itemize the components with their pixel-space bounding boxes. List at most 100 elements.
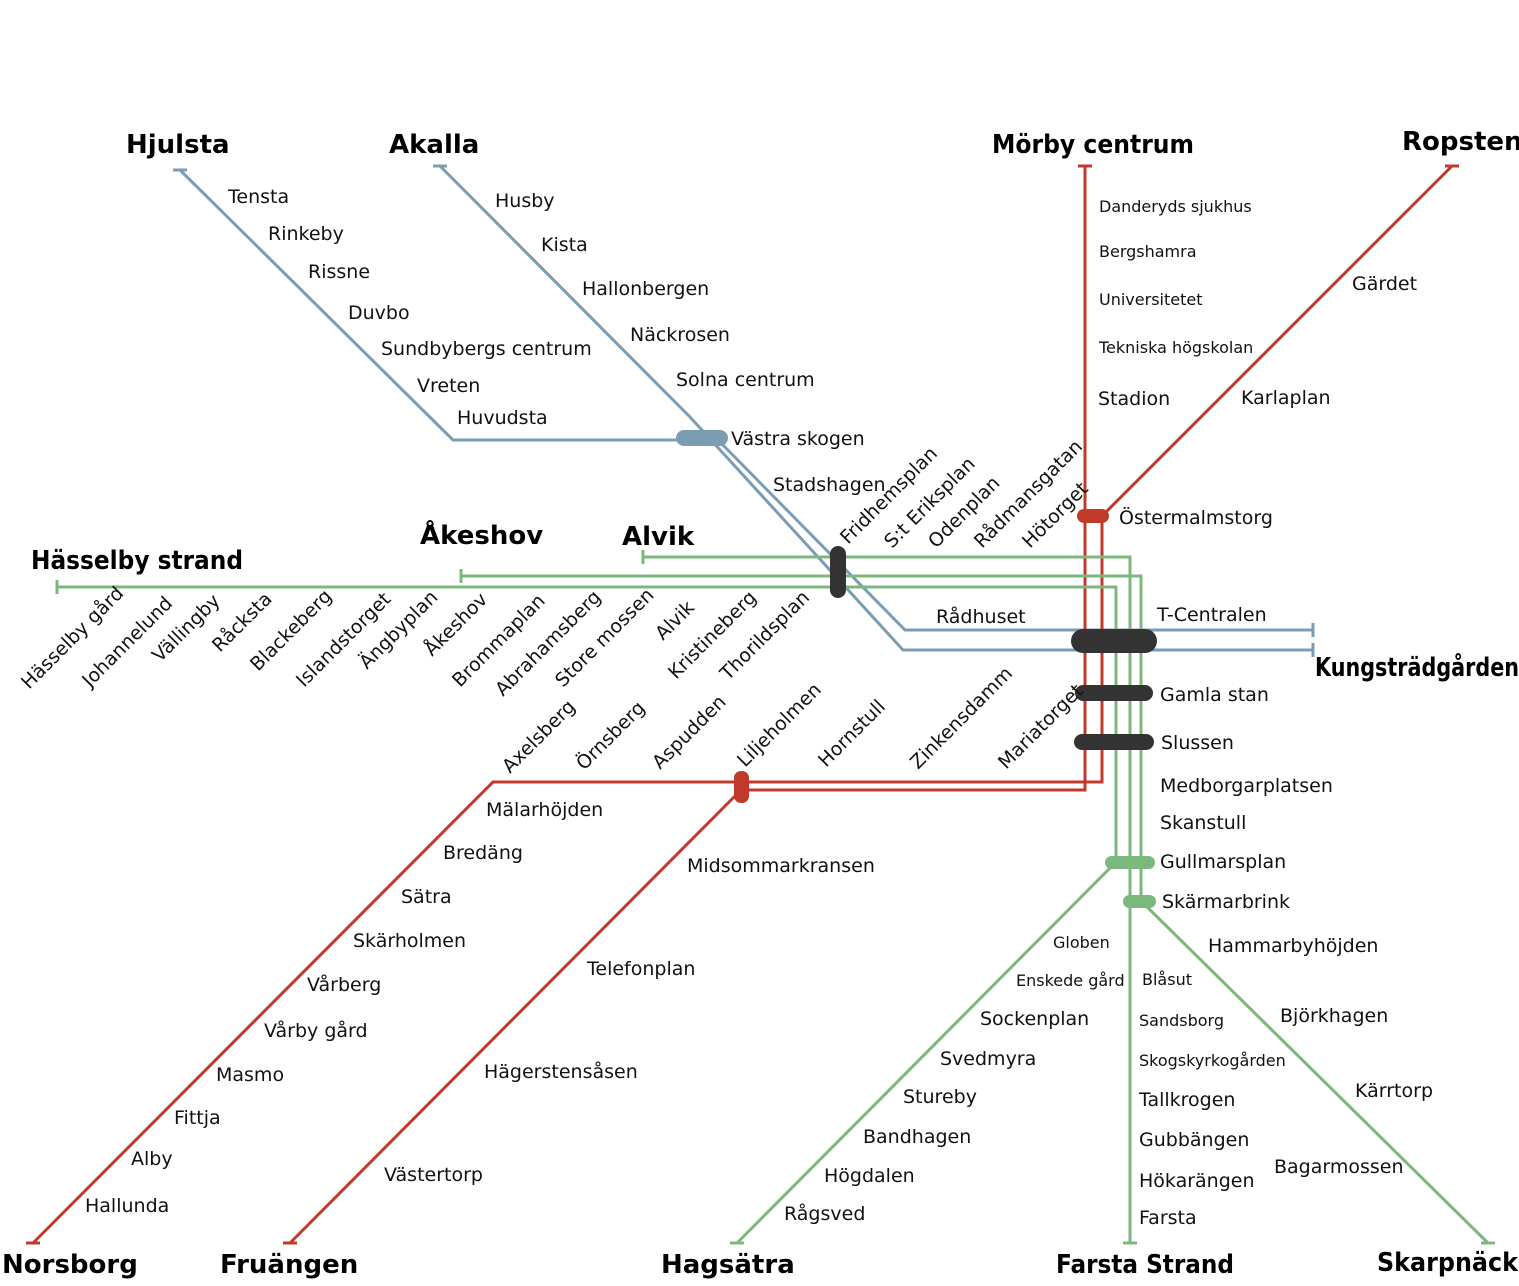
station-label[interactable]: Farsta [1139,1207,1197,1229]
station-label[interactable]: Globen [1053,933,1110,952]
terminus-kungstradgarden[interactable]: Kungsträdgården [1315,651,1519,683]
terminus-akalla[interactable]: Akalla [389,130,479,160]
station-label[interactable]: Universitetet [1099,290,1202,309]
station-label[interactable]: Sockenplan [980,1008,1089,1030]
station-label[interactable]: Gamla stan [1160,684,1269,706]
station-label[interactable]: Västra skogen [731,428,865,450]
station-label[interactable]: Masmo [216,1064,284,1086]
terminus-hagsatra[interactable]: Hagsätra [661,1250,795,1280]
station-label[interactable]: Blåsut [1142,970,1192,989]
fridhemsplan-interchange [830,546,846,598]
terminus-skarpnack[interactable]: Skarpnäck [1377,1248,1519,1278]
station-label[interactable]: Högdalen [824,1165,915,1187]
station-label[interactable]: Axelsberg [498,696,580,778]
station-label[interactable]: Hökarängen [1139,1170,1255,1192]
station-label[interactable]: Svedmyra [940,1048,1036,1070]
station-label[interactable]: Gullmarsplan [1160,851,1286,873]
station-label[interactable]: Gubbängen [1139,1129,1249,1151]
station-label[interactable]: Vreten [417,375,480,397]
station-label[interactable]: Alvik [651,597,699,645]
station-label[interactable]: Fittja [174,1107,221,1129]
station-label[interactable]: T-Centralen [1156,604,1267,626]
station-label[interactable]: Solna centrum [676,369,815,391]
station-label[interactable]: Midsommarkransen [687,855,875,877]
t-centralen-interchange [1071,629,1157,653]
station-label[interactable]: Husby [495,190,555,212]
terminus-fruangen[interactable]: Fruängen [220,1250,358,1280]
station-label[interactable]: Näckrosen [630,324,730,346]
ostermalmstorg-interchange [1077,509,1109,523]
station-label[interactable]: Sundbybergs centrum [381,338,592,360]
station-label[interactable]: Stadion [1098,388,1170,410]
station-label[interactable]: Rågsved [784,1202,865,1225]
station-label[interactable]: Sandsborg [1139,1011,1224,1030]
terminus-farsta-strand[interactable]: Farsta Strand [1056,1250,1234,1280]
station-label[interactable]: Björkhagen [1280,1005,1388,1027]
station-label[interactable]: Skogskyrkogården [1139,1051,1286,1070]
interchanges [676,430,1157,908]
station-label[interactable]: Hallunda [85,1195,169,1217]
terminus-hjulsta[interactable]: Hjulsta [126,130,230,160]
station-label[interactable]: Örnsberg [571,696,649,774]
terminus-ropsten[interactable]: Ropsten [1402,127,1519,157]
station-label[interactable]: Liljeholmen [733,679,826,772]
station-label[interactable]: Kärrtorp [1355,1080,1433,1102]
red-line-fruangen-branch [288,788,743,1245]
station-label[interactable]: Tallkrogen [1138,1089,1235,1111]
station-label[interactable]: Enskede gård [1016,971,1125,990]
red-line [26,164,1459,1245]
station-label[interactable]: Duvbo [348,302,410,324]
station-label[interactable]: Medborgarplatsen [1160,775,1333,797]
station-label[interactable]: Stureby [903,1086,977,1108]
station-label[interactable]: Östermalmstorg [1119,506,1273,529]
station-label[interactable]: Vårberg [307,973,381,996]
gullmarsplan-interchange [1105,856,1155,869]
terminus-alvik[interactable]: Alvik [622,522,695,552]
station-label[interactable]: Hallonbergen [582,278,709,300]
station-label[interactable]: Tekniska högskolan [1098,338,1253,357]
red-southwest-stations: Mälarhöjden Bredäng Sätra Skärholmen Vår… [85,799,875,1217]
terminus-akeshov[interactable]: Åkeshov [420,519,543,551]
station-label[interactable]: Kista [541,234,588,256]
station-label[interactable]: Slussen [1161,732,1234,754]
terminus-labels: Hjulsta Akalla Mörby centrum Ropsten Häs… [2,127,1519,1280]
station-label[interactable]: Hässelby gård [16,582,128,694]
station-label[interactable]: Mälarhöjden [486,799,603,821]
station-label[interactable]: Västertorp [384,1164,483,1186]
station-label[interactable]: Rådhuset [936,605,1026,628]
station-label[interactable]: Hornstull [814,696,890,772]
station-label[interactable]: Stadshagen [773,474,886,496]
station-label[interactable]: Skärmarbrink [1162,891,1290,913]
blue-stations: Tensta Rinkeby Rissne Duvbo Sundbybergs … [227,186,1267,628]
station-label[interactable]: Tensta [227,186,289,208]
station-label[interactable]: Bagarmossen [1274,1156,1404,1178]
green-line-hagsatra-branch [57,585,1118,1245]
green-west-stations: Hässelby gård Johannelund Vällingby Råck… [16,582,814,701]
station-label[interactable]: Mariatorget [994,680,1088,774]
station-label[interactable]: Alby [131,1148,173,1170]
station-label[interactable]: Hägerstensåsen [484,1060,638,1083]
station-label[interactable]: Danderyds sjukhus [1099,197,1252,216]
station-label[interactable]: Rinkeby [268,223,344,245]
station-label[interactable]: Bredäng [443,842,523,864]
station-label[interactable]: Bergshamra [1099,242,1197,261]
station-label[interactable]: Huvudsta [457,407,548,429]
skarmarbrink-interchange [1123,895,1156,908]
station-label[interactable]: Skärholmen [353,930,466,952]
station-label[interactable]: Gärdet [1352,273,1417,295]
station-label[interactable]: Sätra [401,886,452,908]
station-label[interactable]: Rissne [308,261,370,283]
trunk-stations: Gamla stan Slussen Medborgarplatsen Skan… [1160,684,1333,913]
station-label[interactable]: Hammarbyhöjden [1208,935,1378,957]
green-city-stations: Fridhemsplan S:t Eriksplan Odenplan Rådm… [836,435,1093,553]
station-label[interactable]: Karlaplan [1241,387,1331,409]
station-label[interactable]: Bandhagen [863,1126,971,1148]
terminus-norsborg[interactable]: Norsborg [2,1250,138,1280]
terminus-hasselby-strand[interactable]: Hässelby strand [31,546,243,576]
station-label[interactable]: Skanstull [1160,812,1246,834]
vastra-skogen-interchange [676,430,728,446]
terminus-morby-centrum[interactable]: Mörby centrum [992,130,1194,160]
station-label[interactable]: Telefonplan [586,958,695,980]
station-label[interactable]: Aspudden [648,691,731,774]
station-label[interactable]: Vårby gård [264,1019,368,1042]
